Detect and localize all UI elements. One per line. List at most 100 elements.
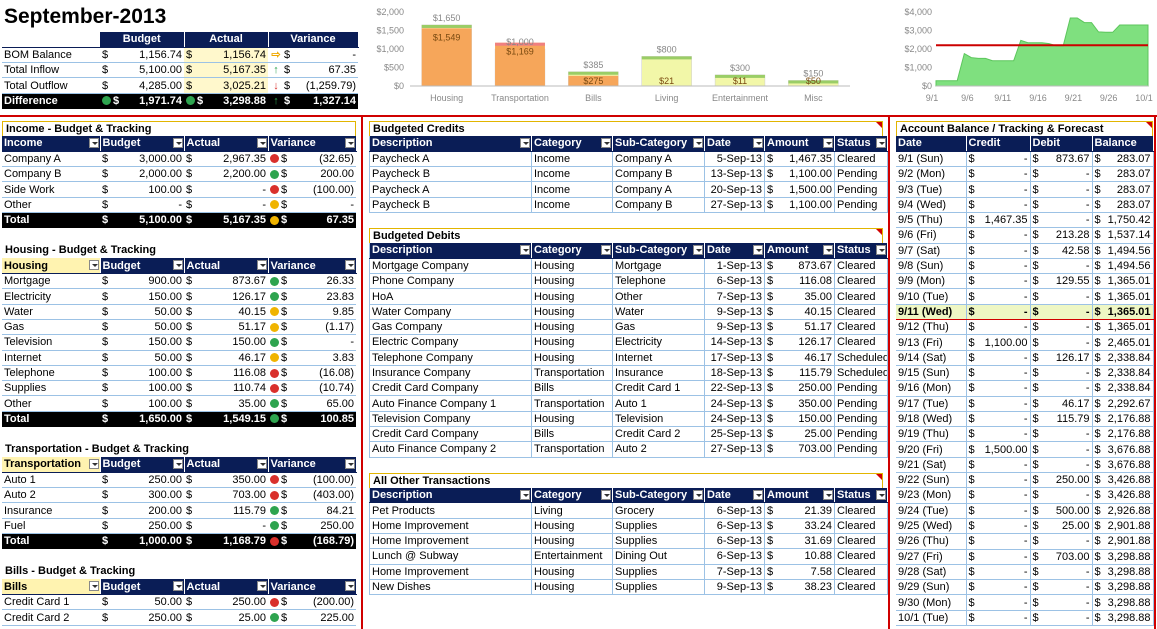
subcategory-cell[interactable]: Telephone bbox=[612, 273, 705, 290]
date-cell[interactable]: 9/27 (Fri) bbox=[896, 549, 967, 565]
transaction-row[interactable]: Paycheck A Income Company A 20-Sep-13 $1,500… bbox=[369, 181, 888, 198]
category-cell[interactable]: Transportation bbox=[531, 365, 613, 382]
column-header[interactable]: Description bbox=[369, 136, 532, 152]
transaction-row[interactable]: Paycheck B Income Company B 27-Sep-13 $1,100… bbox=[369, 197, 888, 213]
filter-dropdown-icon[interactable] bbox=[256, 581, 267, 592]
subcategory-cell[interactable]: Other bbox=[612, 288, 705, 305]
column-header[interactable]: Date bbox=[704, 242, 765, 259]
date-cell[interactable]: 9/5 (Thu) bbox=[896, 212, 967, 229]
category-cell[interactable]: Housing bbox=[531, 273, 613, 290]
filter-dropdown-icon[interactable] bbox=[520, 489, 530, 500]
status-cell[interactable]: Cleared bbox=[834, 273, 888, 290]
description-cell[interactable]: Gas Company bbox=[369, 319, 532, 336]
transaction-row[interactable]: Lunch @ Subway Entertainment Dining Out 6-S… bbox=[369, 548, 888, 565]
account-row[interactable]: 9/17 (Tue) $ - $46.17 $2,292.67 bbox=[896, 396, 1154, 412]
account-row[interactable]: 9/23 (Mon) $ - $ - $3,426.88 bbox=[896, 487, 1154, 504]
filter-dropdown-icon[interactable] bbox=[256, 459, 267, 470]
column-header[interactable]: Date bbox=[704, 136, 765, 152]
date-cell[interactable]: 9-Sep-13 bbox=[704, 319, 765, 336]
column-header[interactable]: Description bbox=[369, 242, 532, 259]
date-cell[interactable]: 27-Sep-13 bbox=[704, 197, 765, 213]
date-cell[interactable]: 9/10 (Tue) bbox=[896, 288, 967, 305]
date-cell[interactable]: 7-Sep-13 bbox=[704, 288, 765, 305]
status-cell[interactable]: Cleared bbox=[834, 502, 888, 519]
transaction-row[interactable]: Water Company Housing Water 9-Sep-13 $40.15 C… bbox=[369, 304, 888, 320]
date-cell[interactable]: 6-Sep-13 bbox=[704, 533, 765, 550]
subcategory-cell[interactable]: Company A bbox=[612, 151, 705, 168]
date-cell[interactable]: 9/22 (Sun) bbox=[896, 472, 967, 489]
date-cell[interactable]: 9/25 (Wed) bbox=[896, 518, 967, 535]
category-label[interactable]: Television bbox=[2, 334, 100, 351]
description-cell[interactable]: Auto Finance Company 1 bbox=[369, 395, 532, 412]
column-header[interactable]: Description bbox=[369, 487, 532, 504]
description-cell[interactable]: Auto Finance Company 2 bbox=[369, 441, 532, 458]
account-row[interactable]: 9/7 (Sat) $ - $42.58 $1,494.56 bbox=[896, 243, 1154, 259]
date-cell[interactable]: 9/15 (Sun) bbox=[896, 365, 967, 382]
filter-dropdown-icon[interactable] bbox=[344, 260, 355, 271]
description-cell[interactable]: Home Improvement bbox=[369, 518, 532, 535]
date-cell[interactable]: 24-Sep-13 bbox=[704, 395, 765, 412]
category-label[interactable]: Side Work bbox=[2, 181, 100, 198]
column-header[interactable]: Category bbox=[531, 136, 613, 152]
description-cell[interactable]: Credit Card Company bbox=[369, 426, 532, 443]
subcategory-cell[interactable]: Credit Card 1 bbox=[612, 380, 705, 397]
transaction-row[interactable]: Phone Company Housing Telephone 6-Sep-13 $11… bbox=[369, 273, 888, 290]
date-cell[interactable]: 14-Sep-13 bbox=[704, 334, 765, 351]
filter-dropdown-icon[interactable] bbox=[876, 244, 886, 255]
transaction-row[interactable]: Television Company Housing Television 24-Se… bbox=[369, 411, 888, 428]
date-cell[interactable]: 27-Sep-13 bbox=[704, 441, 765, 458]
subcategory-cell[interactable]: Mortgage bbox=[612, 258, 705, 275]
category-label[interactable]: Insurance bbox=[2, 502, 100, 519]
category-cell[interactable]: Housing bbox=[531, 518, 613, 535]
description-cell[interactable]: Television Company bbox=[369, 411, 532, 428]
date-cell[interactable]: 24-Sep-13 bbox=[704, 411, 765, 428]
filter-dropdown-icon[interactable] bbox=[172, 260, 183, 271]
column-header[interactable]: Budget bbox=[100, 258, 185, 275]
category-cell[interactable]: Housing bbox=[531, 258, 613, 275]
account-row[interactable]: 9/18 (Wed) $ - $115.79 $2,176.88 bbox=[896, 411, 1154, 428]
transaction-row[interactable]: Auto Finance Company 2 Transportation Auto… bbox=[369, 441, 888, 458]
subcategory-cell[interactable]: Internet bbox=[612, 350, 705, 366]
column-header[interactable]: Bills bbox=[2, 579, 101, 596]
date-cell[interactable]: 9/28 (Sat) bbox=[896, 564, 967, 581]
date-cell[interactable]: 20-Sep-13 bbox=[704, 181, 765, 198]
description-cell[interactable]: Telephone Company bbox=[369, 350, 532, 366]
transaction-row[interactable]: New Dishes Housing Supplies 9-Sep-13 $38.23 C… bbox=[369, 579, 888, 596]
category-cell[interactable]: Housing bbox=[531, 411, 613, 428]
filter-dropdown-icon[interactable] bbox=[753, 138, 763, 148]
filter-dropdown-icon[interactable] bbox=[520, 244, 530, 255]
column-header[interactable]: Category bbox=[531, 242, 613, 259]
filter-dropdown-icon[interactable] bbox=[88, 260, 99, 271]
filter-dropdown-icon[interactable] bbox=[876, 138, 886, 148]
status-cell[interactable]: Scheduled bbox=[834, 350, 888, 366]
subcategory-cell[interactable]: Auto 1 bbox=[612, 395, 705, 412]
date-cell[interactable]: 9/9 (Mon) bbox=[896, 273, 967, 290]
category-label[interactable]: Company A bbox=[2, 151, 100, 168]
column-header[interactable]: Sub-Category bbox=[612, 136, 705, 152]
filter-dropdown-icon[interactable] bbox=[823, 138, 833, 148]
description-cell[interactable]: Water Company bbox=[369, 304, 532, 320]
date-cell[interactable]: 9/19 (Thu) bbox=[896, 426, 967, 443]
column-header[interactable]: Amount bbox=[764, 136, 835, 152]
status-cell[interactable]: Pending bbox=[834, 395, 888, 412]
column-header[interactable]: Variance bbox=[268, 136, 357, 152]
column-header[interactable]: Actual bbox=[184, 579, 269, 596]
filter-dropdown-icon[interactable] bbox=[88, 581, 99, 592]
description-cell[interactable]: HoA bbox=[369, 288, 532, 305]
category-cell[interactable]: Entertainment bbox=[531, 548, 613, 565]
status-cell[interactable]: Pending bbox=[834, 411, 888, 428]
status-cell[interactable]: Cleared bbox=[834, 548, 888, 565]
date-cell[interactable]: 9/23 (Mon) bbox=[896, 487, 967, 504]
filter-dropdown-icon[interactable] bbox=[753, 489, 763, 500]
category-cell[interactable]: Housing bbox=[531, 350, 613, 366]
filter-dropdown-icon[interactable] bbox=[172, 138, 183, 148]
filter-dropdown-icon[interactable] bbox=[693, 244, 703, 255]
date-cell[interactable]: 9/3 (Tue) bbox=[896, 181, 967, 198]
status-cell[interactable]: Cleared bbox=[834, 579, 888, 596]
status-cell[interactable]: Cleared bbox=[834, 334, 888, 351]
date-cell[interactable]: 5-Sep-13 bbox=[704, 151, 765, 168]
date-cell[interactable]: 6-Sep-13 bbox=[704, 273, 765, 290]
date-cell[interactable]: 9/17 (Tue) bbox=[896, 396, 967, 412]
account-row[interactable]: 9/16 (Mon) $ - $ - $2,338.84 bbox=[896, 380, 1154, 397]
column-header[interactable]: Status bbox=[834, 242, 888, 259]
